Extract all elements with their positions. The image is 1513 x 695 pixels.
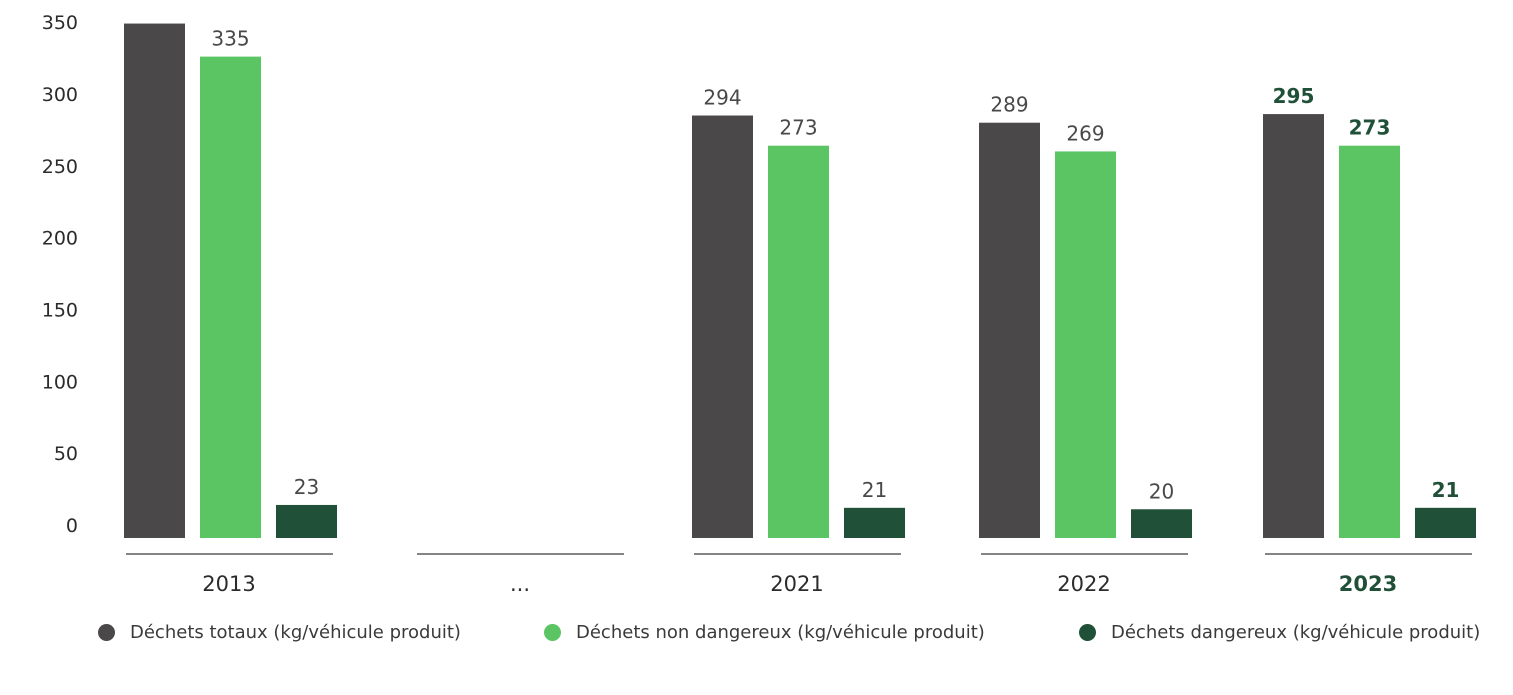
y-tick-label: 350 <box>42 12 78 34</box>
data-label: 20 <box>1149 479 1174 503</box>
bar <box>979 122 1040 538</box>
bar <box>1415 507 1476 538</box>
x-tick-label: 2022 <box>1057 572 1110 596</box>
bar <box>1263 114 1324 539</box>
bar-group: 335 23 2013 <box>124 23 337 596</box>
legend-label: Déchets totaux (kg/véhicule produit) <box>130 622 461 643</box>
y-axis: 0 50 100 150 200 250 300 350 <box>42 12 78 537</box>
legend-marker <box>544 624 561 641</box>
bar <box>692 115 753 538</box>
bar <box>200 56 261 538</box>
legend-label: Déchets non dangereux (kg/véhicule produ… <box>576 622 985 643</box>
bar <box>124 23 185 538</box>
bar <box>1339 145 1400 538</box>
legend-item: Déchets dangereux (kg/véhicule produit) <box>1079 622 1480 643</box>
data-label: 23 <box>294 475 319 499</box>
legend-label: Déchets dangereux (kg/véhicule produit) <box>1111 622 1481 643</box>
bar-group: 294 273 21 2021 <box>692 86 905 596</box>
y-tick-label: 50 <box>54 443 78 465</box>
bar-group: 289 269 20 2022 <box>979 93 1192 596</box>
legend-marker <box>98 624 115 641</box>
y-tick-label: 100 <box>42 371 78 393</box>
x-tick-label: 2021 <box>770 572 823 596</box>
y-tick-label: 200 <box>42 228 78 250</box>
bar-group: ... <box>417 553 624 596</box>
bar <box>1131 509 1192 538</box>
data-label: 295 <box>1273 84 1315 108</box>
bar-chart: 0 50 100 150 200 250 300 350 335 23 2013 ... 294 273… <box>42 12 1476 596</box>
bar <box>768 145 829 538</box>
x-tick-label: 2023 <box>1339 572 1397 596</box>
x-tick-label: 2013 <box>202 572 255 596</box>
y-tick-label: 150 <box>42 299 78 321</box>
data-label: 269 <box>1066 121 1104 145</box>
legend-item: Déchets non dangereux (kg/véhicule produ… <box>544 622 985 643</box>
data-label: 273 <box>779 116 817 140</box>
data-label: 335 <box>211 27 249 51</box>
legend: Déchets totaux (kg/véhicule produit) Déch… <box>0 622 1513 648</box>
y-tick-label: 0 <box>66 515 78 537</box>
data-label: 294 <box>703 86 741 110</box>
data-label: 21 <box>1432 478 1460 502</box>
bar <box>1055 151 1116 538</box>
bar <box>276 504 337 538</box>
data-label: 273 <box>1349 116 1391 140</box>
legend-item: Déchets totaux (kg/véhicule produit) <box>98 622 461 643</box>
bar <box>844 507 905 538</box>
legend-marker <box>1079 624 1096 641</box>
y-tick-label: 300 <box>42 84 78 106</box>
data-label: 21 <box>862 478 887 502</box>
y-tick-label: 250 <box>42 156 78 178</box>
x-tick-label: ... <box>510 572 530 596</box>
data-label: 289 <box>990 93 1028 117</box>
bar-group: 295 273 21 2023 <box>1263 84 1476 596</box>
